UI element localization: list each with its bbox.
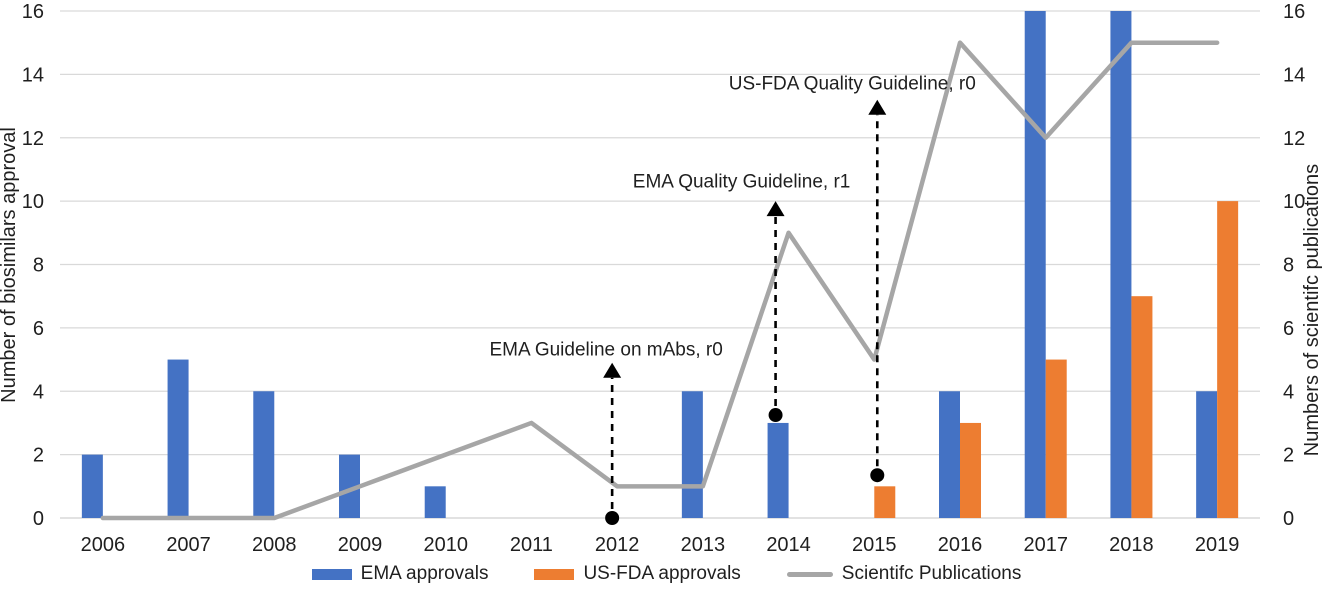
bar-usfda-2017 — [1045, 359, 1067, 518]
svg-text:4: 4 — [1283, 381, 1294, 403]
bar-ema-2010 — [424, 486, 446, 518]
svg-text:2007: 2007 — [166, 534, 211, 556]
svg-text:2016: 2016 — [938, 534, 983, 556]
svg-text:2012: 2012 — [595, 534, 640, 556]
y-axis-ticks-left: 0 2 4 6 8 10 12 14 16 — [22, 1, 44, 530]
svg-text:2: 2 — [1283, 445, 1294, 467]
legend-item-publications: Scientifc Publications — [786, 563, 1022, 585]
event-dot-icon — [768, 408, 783, 423]
svg-text:2019: 2019 — [1195, 534, 1240, 556]
y-axis-ticks-right: 0 2 4 6 8 10 12 14 16 — [1283, 1, 1305, 530]
publications-line — [100, 40, 1220, 521]
bar-ema-2009 — [339, 454, 360, 518]
bar-ema-2017 — [1024, 11, 1046, 518]
svg-text:2013: 2013 — [681, 534, 726, 556]
legend-item-ema: EMA approvals — [311, 563, 489, 585]
annotation-label: EMA Quality Guideline, r1 — [633, 172, 851, 193]
right-axis-title: Numbers of scientifc publications — [1301, 163, 1323, 457]
annotation-2012: EMA Guideline on mAbs, r0 — [489, 339, 723, 525]
annotation-2014: EMA Quality Guideline, r1 — [633, 172, 851, 423]
bar-usfda-2015 — [874, 486, 896, 518]
svg-text:2011: 2011 — [510, 534, 553, 556]
bar-ema-2013 — [681, 391, 703, 518]
svg-text:10: 10 — [1283, 191, 1305, 213]
legend-item-usfda: US-FDA approvals — [534, 563, 741, 585]
svg-text:4: 4 — [33, 381, 44, 403]
svg-text:6: 6 — [1283, 318, 1294, 340]
svg-text:12: 12 — [1283, 128, 1305, 150]
svg-text:6: 6 — [33, 318, 44, 340]
svg-text:16: 16 — [22, 1, 44, 23]
svg-text:16: 16 — [1283, 1, 1305, 23]
arrow-up-icon — [868, 99, 887, 115]
bar-series-usfda — [874, 201, 1239, 518]
svg-text:2009: 2009 — [338, 534, 383, 556]
ema-approvals-swatch-icon — [311, 568, 352, 580]
legend-label-ema: EMA approvals — [360, 563, 489, 584]
bar-usfda-2019 — [1217, 201, 1239, 518]
bar-ema-2008 — [253, 391, 275, 518]
svg-text:2006: 2006 — [81, 534, 126, 556]
svg-text:2017: 2017 — [1023, 534, 1068, 556]
bar-ema-2006 — [81, 454, 103, 518]
svg-text:8: 8 — [1283, 255, 1294, 277]
gridlines — [60, 10, 1260, 519]
annotation-label: EMA Guideline on mAbs, r0 — [489, 339, 722, 360]
svg-text:10: 10 — [22, 191, 44, 213]
svg-text:14: 14 — [1283, 64, 1305, 86]
bar-series-ema — [81, 11, 1218, 518]
svg-text:8: 8 — [33, 255, 44, 277]
bar-usfda-2018 — [1131, 296, 1153, 518]
chart-legend: EMA approvals US-FDA approvals Scientifc… — [0, 563, 1333, 585]
arrow-up-icon — [766, 201, 785, 217]
left-axis-title: Number of biosimilars approval — [0, 127, 20, 403]
svg-text:2008: 2008 — [252, 534, 297, 556]
svg-text:14: 14 — [22, 64, 44, 86]
bar-ema-2014 — [767, 422, 789, 518]
x-axis-ticks: 2006 2007 2008 2009 2010 2011 2012 2013 2014 2015… — [81, 534, 1240, 556]
svg-text:2: 2 — [33, 445, 44, 467]
publications-line-swatch-icon — [786, 571, 833, 577]
usfda-approvals-swatch-icon — [534, 568, 575, 580]
bar-ema-2007 — [167, 359, 189, 518]
annotation-label: US-FDA Quality Guideline, r0 — [729, 73, 976, 94]
svg-text:2015: 2015 — [852, 534, 897, 556]
bar-ema-2016 — [939, 391, 960, 518]
svg-text:0: 0 — [1283, 508, 1294, 530]
annotation-2015: US-FDA Quality Guideline, r0 — [729, 73, 976, 483]
legend-label-publications: Scientifc Publications — [841, 563, 1022, 584]
bar-ema-2019 — [1196, 391, 1218, 518]
bar-ema-2018 — [1110, 11, 1132, 518]
event-dot-icon — [605, 511, 620, 525]
svg-text:0: 0 — [33, 508, 44, 530]
event-dot-icon — [870, 468, 885, 483]
svg-text:12: 12 — [22, 128, 44, 150]
arrow-up-icon — [603, 362, 622, 378]
svg-text:2014: 2014 — [766, 534, 811, 556]
bar-usfda-2016 — [960, 422, 981, 518]
svg-text:2018: 2018 — [1109, 534, 1154, 556]
svg-text:2010: 2010 — [423, 534, 468, 556]
legend-label-usfda: US-FDA approvals — [583, 563, 741, 584]
